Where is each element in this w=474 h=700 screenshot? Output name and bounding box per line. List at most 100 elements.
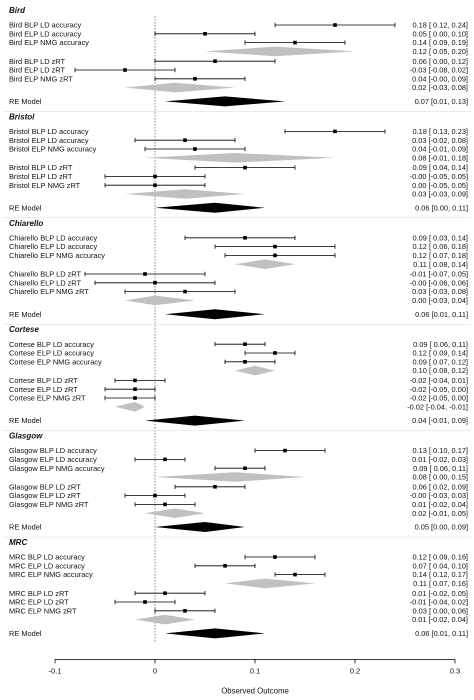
point-estimate — [213, 485, 217, 489]
ci-text: 0.04 [-0.01, 0.09] — [412, 416, 468, 425]
study-label: Glasgow ELP NMG accuracy — [9, 464, 105, 473]
study-label: Chiarello BLP LD accuracy — [9, 233, 97, 242]
ci-text: 0.01 [-0.02, 0.04] — [412, 500, 468, 509]
point-estimate — [133, 387, 137, 391]
study-label: Bird ELP NMG zRT — [9, 74, 73, 83]
ci-text: 0.11 [ 0.07, 0.16] — [413, 579, 468, 588]
ci-text: 0.09 [ 0.04, 0.14] — [413, 163, 468, 172]
subtotal-diamond — [205, 46, 355, 57]
ci-text: 0.07 [0.01, 0.13] — [415, 97, 468, 106]
ci-text: 0.05 [0.00, 0.09] — [415, 523, 468, 532]
point-estimate — [183, 289, 187, 294]
study-label: Glasgow ELP NMG zRT — [9, 500, 89, 509]
point-estimate — [193, 147, 197, 151]
ci-text: 0.01 [-0.02, 0.05] — [412, 589, 468, 598]
x-tick-label: -0.1 — [48, 666, 61, 675]
point-estimate — [143, 600, 147, 604]
point-estimate — [153, 493, 157, 498]
re-diamond — [155, 202, 265, 213]
ci-text: 0.06 [0.01, 0.11] — [415, 310, 468, 319]
group-title: MRC — [9, 538, 27, 547]
ci-text: -0.02 [-0.04, -0.01] — [407, 402, 468, 411]
point-estimate — [213, 59, 217, 63]
study-label: Chiarello BLP LD zRT — [9, 270, 82, 279]
point-estimate — [273, 244, 277, 249]
study-label: Bristol ELP LD zRT — [9, 172, 73, 181]
point-estimate — [273, 351, 277, 355]
ci-text: 0.06 [0.00, 0.11] — [415, 203, 468, 212]
study-label: Chiarello ELP LD accuracy — [9, 242, 97, 251]
ci-text: 0.05 [ 0.00, 0.10] — [413, 29, 468, 38]
study-label: MRC ELP LD accuracy — [9, 561, 85, 570]
group-title: Bristol — [9, 112, 35, 121]
ci-text: 0.06 [ 0.00, 0.12] — [413, 57, 468, 66]
point-estimate — [163, 502, 167, 507]
ci-text: 0.03 [-0.02, 0.08] — [412, 136, 468, 145]
ci-text: 0.13 [ 0.10, 0.17] — [413, 446, 468, 455]
study-label: MRC BLP LD zRT — [9, 589, 69, 598]
ci-text: -0.01 [-0.07, 0.05] — [410, 270, 468, 279]
ci-text: 0.14 [ 0.12, 0.17] — [413, 570, 468, 579]
study-label: Cortese BLP LD accuracy — [9, 340, 94, 349]
point-estimate — [293, 40, 297, 45]
ci-text: 0.12 [ 0.09, 0.14] — [413, 349, 468, 358]
study-label: MRC ELP LD zRT — [9, 598, 69, 607]
study-label: Bird BLP LD accuracy — [9, 21, 81, 30]
point-estimate — [153, 281, 157, 285]
re-model-label: RE Model — [9, 629, 42, 638]
ci-text: -0.00 [-0.03, 0.03] — [410, 491, 468, 500]
study-label: Bristol BLP LD accuracy — [9, 127, 89, 136]
point-estimate — [243, 342, 247, 346]
study-label: Bird BLP LD zRT — [9, 57, 65, 66]
ci-text: 0.03 [ 0.00, 0.06] — [413, 606, 468, 615]
study-label: Glasgow BLP LD zRT — [9, 482, 81, 491]
ci-text: 0.09 [ 0.06, 0.11] — [413, 464, 468, 473]
subtotal-diamond — [135, 614, 195, 625]
ci-text: 0.04 [-0.01, 0.09] — [412, 145, 468, 154]
ci-text: 0.09 [ 0.06, 0.11] — [413, 340, 468, 349]
ci-text: 0.09 [ 0.03, 0.14] — [413, 233, 468, 242]
ci-text: 0.18 [ 0.13, 0.23] — [413, 127, 468, 136]
ci-text: -0.03 [-0.08, 0.02] — [410, 66, 468, 75]
ci-text: 0.12 [ 0.06, 0.18] — [413, 242, 468, 251]
ci-text: 0.18 [ 0.12, 0.24] — [413, 21, 468, 30]
re-model-label: RE Model — [9, 203, 42, 212]
point-estimate — [153, 183, 157, 187]
group-title: Bird — [9, 6, 26, 15]
point-estimate — [243, 466, 247, 470]
point-estimate — [333, 129, 337, 134]
re-model-label: RE Model — [9, 310, 42, 319]
point-estimate — [333, 23, 337, 27]
point-estimate — [203, 32, 207, 36]
point-estimate — [243, 165, 247, 170]
ci-text: 0.08 [-0.01, 0.18] — [412, 153, 468, 162]
point-estimate — [153, 174, 157, 179]
ci-text: 0.14 [ 0.09, 0.19] — [413, 38, 468, 47]
point-estimate — [283, 448, 287, 453]
point-estimate — [243, 236, 247, 240]
ci-text: 0.02 [-0.01, 0.05] — [412, 509, 468, 518]
re-diamond — [145, 415, 245, 426]
x-tick-label: 0.1 — [250, 666, 261, 675]
study-label: Cortese ELP NMG zRT — [9, 394, 86, 403]
study-label: Bird ELP LD accuracy — [9, 29, 81, 38]
x-tick-label: 0.2 — [350, 666, 361, 675]
group-title: Chiarello — [9, 219, 43, 228]
ci-text: -0.01 [-0.04, 0.02] — [410, 598, 468, 607]
study-label: Bristol BLP LD zRT — [9, 163, 73, 172]
study-label: MRC BLP LD accuracy — [9, 553, 85, 562]
subtotal-diamond — [235, 365, 275, 376]
x-tick-label: 0 — [153, 666, 157, 675]
x-tick-label: 0.3 — [450, 666, 461, 675]
study-label: Chiarello ELP LD zRT — [9, 278, 82, 287]
ci-text: 0.01 [-0.02, 0.03] — [412, 455, 468, 464]
subtotal-diamond — [225, 578, 315, 589]
point-estimate — [133, 396, 137, 400]
point-estimate — [143, 272, 147, 276]
point-estimate — [223, 564, 227, 568]
ci-text: -0.02 [-0.05, 0.00] — [410, 394, 468, 403]
study-label: Chiarello ELP NMG zRT — [9, 287, 89, 296]
labels-layer: Bird Bird BLP LD accuracy 0.18 [ 0.12, 0.2… — [9, 6, 468, 638]
ci-text: 0.00 [-0.05, 0.05] — [412, 181, 468, 190]
